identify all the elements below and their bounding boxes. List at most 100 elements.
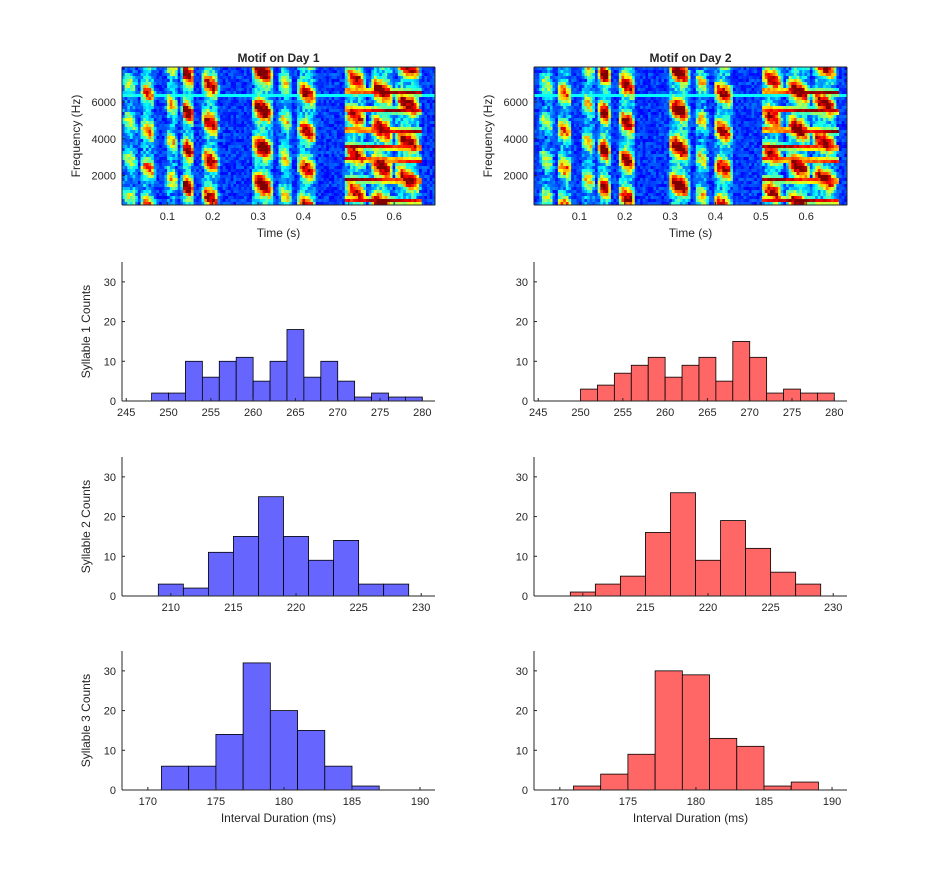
- spectrogram-cell: [254, 124, 258, 128]
- spectrogram-cell: [363, 67, 367, 71]
- spectrogram-cell: [299, 166, 303, 170]
- spectrogram-cell: [283, 73, 287, 77]
- spectrogram-cell: [236, 112, 240, 116]
- spectrogram-cell: [360, 85, 364, 89]
- spectrogram-cell: [161, 169, 165, 173]
- spectrogram-cell: [204, 112, 208, 116]
- spectrogram-cell: [278, 115, 282, 119]
- spectrogram-cell: [291, 184, 295, 188]
- spectrogram-cell: [251, 136, 256, 140]
- spectrogram-cell: [214, 121, 218, 125]
- spectrogram-cell: [267, 187, 271, 191]
- spectrogram-cell: [289, 190, 293, 194]
- spectrogram-cell: [135, 154, 139, 158]
- spectrogram-cell: [310, 139, 314, 143]
- spectrogram-cell: [302, 175, 306, 179]
- spectrogram-cell: [326, 178, 330, 182]
- spectrogram-cell: [148, 148, 152, 152]
- spectrogram-cell: [214, 88, 218, 92]
- spectrogram-cell: [302, 118, 306, 122]
- spectrogram-cell: [363, 172, 367, 176]
- spectrogram-cell: [124, 85, 128, 89]
- spectrogram-cell: [217, 73, 221, 77]
- spectrogram-cell: [384, 196, 388, 200]
- spectrogram-cell: [225, 70, 229, 74]
- spectrogram-cell: [161, 70, 165, 74]
- spectrogram-cell: [405, 133, 409, 137]
- spectrogram-cell: [373, 202, 378, 206]
- spectrogram-cell: [344, 160, 348, 164]
- spectrogram-cell: [209, 199, 213, 203]
- spectrogram-cell: [145, 85, 149, 89]
- spectrogram-cell: [193, 166, 197, 170]
- spectrogram-cell: [233, 115, 237, 119]
- spectrogram-cell: [376, 184, 380, 188]
- spectrogram-cell: [122, 76, 126, 80]
- spectrogram-cell: [246, 148, 250, 152]
- spectrogram-cell: [376, 145, 380, 149]
- spectrogram-cell: [190, 121, 195, 125]
- spectrogram-cell: [153, 202, 157, 206]
- spectrogram-cell: [254, 133, 258, 137]
- spectrogram-cell: [225, 82, 229, 86]
- spectrogram-cell: [217, 175, 221, 179]
- spectrogram-cell: [307, 79, 311, 83]
- spectrogram-cell: [397, 172, 401, 176]
- spectrogram-cell: [350, 184, 354, 188]
- spectrogram-cell: [164, 115, 168, 119]
- spectrogram-cell: [305, 184, 309, 188]
- spectrogram-cell: [169, 121, 173, 125]
- spectrogram-cell: [405, 73, 409, 77]
- spectrogram-cell: [334, 88, 338, 92]
- spectrogram-cell: [350, 76, 354, 80]
- spectrogram-cell: [294, 142, 298, 146]
- spectrogram-cell: [342, 133, 346, 137]
- spectrogram-cell: [185, 148, 189, 152]
- spectrogram-cell: [238, 67, 242, 71]
- spectrogram-cell: [169, 133, 173, 137]
- spectrogram-cell: [228, 202, 232, 206]
- spectrogram-cell: [400, 187, 404, 191]
- spectrogram-cell: [124, 178, 128, 182]
- spectrogram-cell: [193, 148, 197, 152]
- spectrogram-cell: [368, 115, 372, 119]
- spectrogram-cell: [241, 199, 245, 203]
- spectrogram-cell: [384, 184, 388, 188]
- spectrogram-cell: [397, 82, 401, 86]
- spectrogram-cell: [251, 124, 256, 128]
- spectrogram-cell: [167, 106, 171, 110]
- spectrogram-cell: [392, 121, 396, 125]
- spectrogram-cell: [381, 175, 385, 179]
- spectrogram-cell: [262, 103, 266, 107]
- spectrogram-cell: [320, 166, 324, 170]
- spectrogram-cell: [320, 70, 324, 74]
- spectrogram-cell: [262, 85, 266, 89]
- spectrogram-cell: [352, 157, 356, 161]
- spectrogram-cell: [328, 178, 332, 182]
- spectrogram-cell: [323, 97, 327, 101]
- spectrogram-cell: [137, 103, 141, 107]
- spectrogram-cell: [331, 88, 335, 92]
- spectrogram-cell: [352, 112, 356, 116]
- spectrogram-cell: [267, 106, 271, 110]
- spectrogram-cell: [289, 196, 293, 200]
- spectrogram-cell: [368, 169, 372, 173]
- spectrogram-cell: [204, 82, 208, 86]
- spectrogram-cell: [289, 133, 293, 137]
- spectrogram-cell: [291, 121, 295, 125]
- spectrogram-cell: [212, 160, 216, 164]
- spectrogram-cell: [265, 67, 269, 71]
- spectrogram-cell: [251, 79, 256, 83]
- spectrogram-cell: [244, 121, 248, 125]
- spectrogram-cell: [403, 187, 407, 191]
- spectrogram-cell: [180, 190, 184, 194]
- spectrogram-cell: [190, 79, 195, 83]
- spectrogram-cell: [350, 85, 354, 89]
- spectrogram-cell: [299, 160, 303, 164]
- spectrogram-cell: [206, 106, 210, 110]
- spectrogram-cell: [228, 187, 232, 191]
- spectrogram-cell: [310, 127, 314, 131]
- spectrogram-cell: [389, 193, 393, 197]
- spectrogram-cell: [339, 151, 343, 155]
- spectrogram-cell: [135, 82, 139, 86]
